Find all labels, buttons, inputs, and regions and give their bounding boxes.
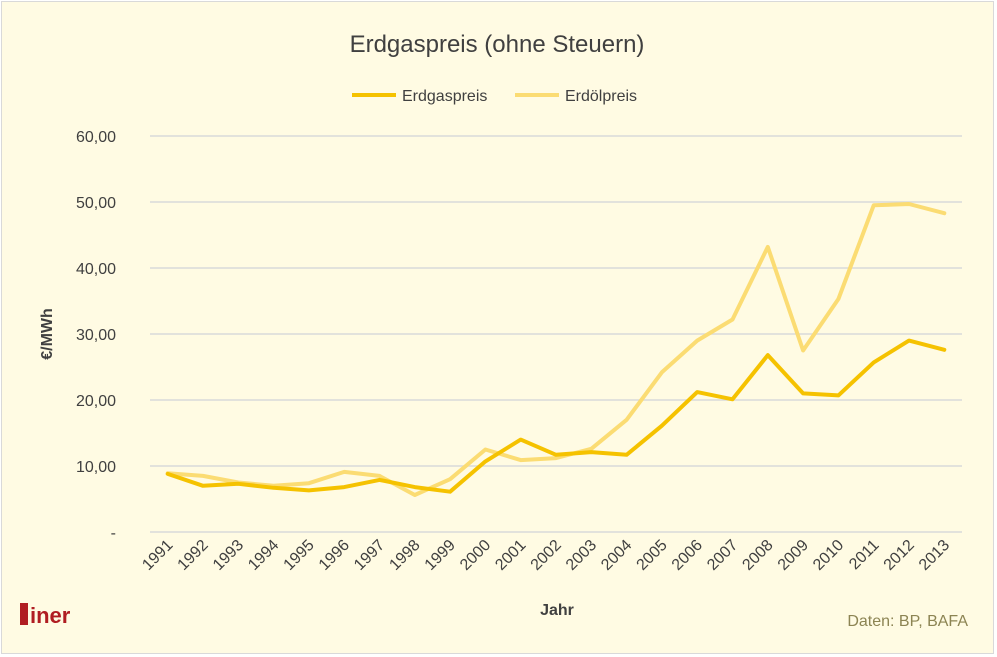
x-tick-label: 2012 (881, 537, 918, 574)
logo-mark (20, 603, 28, 625)
x-tick-label: 2007 (704, 537, 741, 574)
x-tick-label: 1991 (139, 537, 176, 574)
series-line-erdölpreis (165, 202, 947, 497)
x-tick-label: 2002 (528, 537, 565, 574)
legend: Erdgaspreis Erdölpreis (352, 88, 637, 105)
x-tick-label: 1997 (351, 537, 388, 574)
x-tick-label: 1993 (210, 537, 247, 574)
series-line-erdgaspreis (165, 338, 947, 494)
y-tick-label: 20,00 (76, 393, 116, 410)
y-axis-label: €/MWh (39, 308, 56, 360)
series-lines (165, 202, 947, 497)
x-tick-label: 1999 (422, 537, 459, 574)
y-tick-label: 60,00 (76, 129, 116, 146)
x-tick-label: 1996 (316, 537, 353, 574)
y-axis-ticks: - 10,00 20,00 30,00 40,00 50,00 60,00 (76, 129, 116, 542)
x-tick-label: 2013 (916, 537, 953, 574)
x-tick-label: 2006 (669, 537, 706, 574)
y-tick-label: - (111, 525, 116, 542)
legend-label: Erdölpreis (565, 88, 637, 105)
x-tick-label: 2011 (846, 537, 882, 573)
x-tick-label: 1995 (281, 537, 318, 574)
logo-text: iner (30, 603, 71, 628)
x-tick-label: 1994 (245, 537, 282, 574)
x-tick-label: 2000 (457, 537, 494, 574)
gridlines (150, 135, 962, 533)
x-tick-label: 2009 (775, 537, 812, 574)
logo: iner (20, 603, 71, 628)
chart-title: Erdgaspreis (ohne Steuern) (350, 31, 645, 58)
x-axis-label: Jahr (540, 602, 574, 619)
legend-label: Erdgaspreis (402, 88, 487, 105)
y-tick-label: 10,00 (76, 459, 116, 476)
source-note: Daten: BP, BAFA (847, 613, 968, 630)
x-tick-label: 2008 (739, 537, 776, 574)
y-tick-label: 50,00 (76, 195, 116, 212)
y-tick-label: 40,00 (76, 261, 116, 278)
x-tick-label: 2004 (598, 537, 635, 574)
x-tick-label: 2001 (492, 537, 529, 574)
x-tick-label: 2005 (634, 537, 671, 574)
y-tick-label: 30,00 (76, 327, 116, 344)
x-tick-label: 1998 (386, 537, 423, 574)
x-axis-ticks: 1991199219931994199519961997199819992000… (139, 537, 953, 574)
x-tick-label: 2010 (810, 537, 847, 574)
x-tick-label: 1992 (175, 537, 212, 574)
x-tick-label: 2003 (563, 537, 600, 574)
